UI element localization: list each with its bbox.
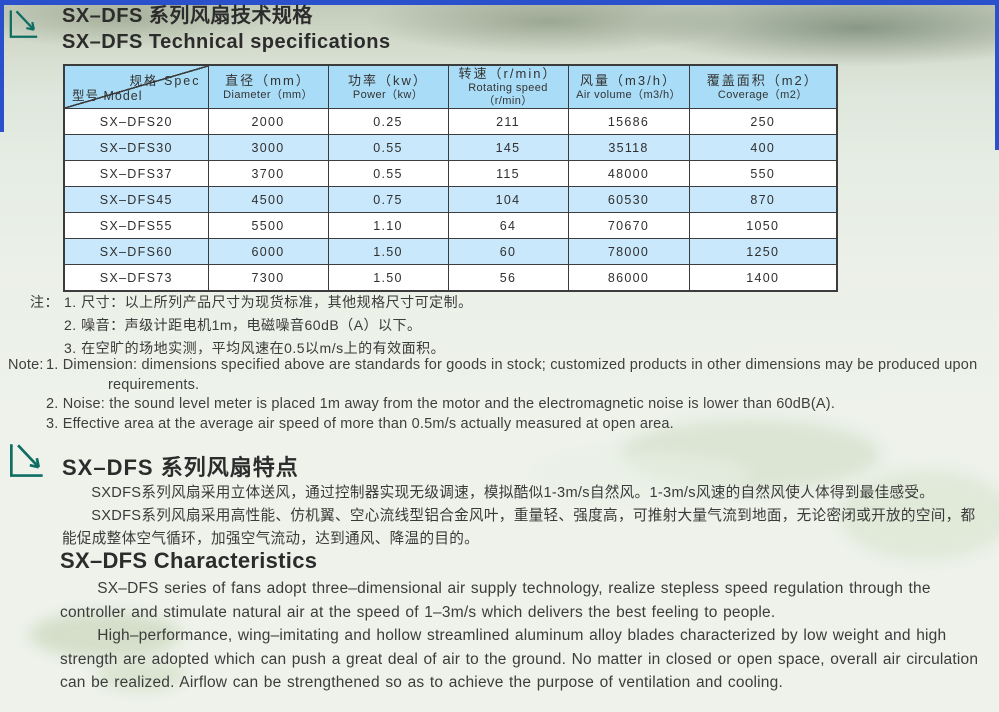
page-title: SX–DFS 系列风扇技术规格 SX–DFS Technical specifi… — [62, 3, 391, 55]
note-line: Note: 1. Dimension: dimensions specified… — [8, 356, 988, 395]
table-corner-cell: 规格 Spec 型号 Model — [63, 64, 209, 109]
table-row: SX–DFS45 4500 0.75 104 60530 870 — [63, 186, 838, 213]
cell-power: 0.55 — [327, 134, 449, 161]
cell-coverage: 1400 — [688, 264, 838, 292]
cell-model: SX–DFS30 — [63, 134, 209, 161]
spec-table: 规格 Spec 型号 Model 直径（mm） Diameter（mm） 功率（… — [63, 64, 838, 292]
cell-power: 0.25 — [327, 108, 449, 135]
cell-model: SX–DFS73 — [63, 264, 209, 292]
cell-air-volume: 78000 — [567, 238, 690, 265]
cell-diameter: 5500 — [207, 212, 329, 239]
cell-diameter: 3000 — [207, 134, 329, 161]
page-title-en: SX–DFS Technical specifications — [62, 31, 391, 53]
table-row: SX–DFS20 2000 0.25 211 15686 250 — [63, 108, 838, 135]
cell-diameter: 7300 — [207, 264, 329, 292]
corner-arrow-icon — [9, 10, 38, 38]
features-body-en: SX–DFS series of fans adopt three–dimens… — [60, 577, 988, 695]
features-body-zh: SXDFS系列风扇采用立体送风，通过控制器实现无级调速，模拟酷似1-3m/s自然… — [62, 482, 988, 551]
note-line: 2. Noise: the sound level meter is place… — [46, 395, 988, 415]
note-text: 1. 尺寸：以上所列产品尺寸为现货标准，其他规格尺寸可定制。 — [64, 294, 473, 310]
cell-air-volume: 70670 — [567, 212, 690, 239]
table-row: SX–DFS30 3000 0.55 145 35118 400 — [63, 134, 838, 161]
cell-model: SX–DFS20 — [63, 108, 209, 135]
corner-spec-label: 规格 Spec — [129, 74, 201, 88]
note-text: 2. 噪音：声级计距电机1m，电磁噪音60dB（A）以下。 — [64, 317, 422, 333]
cell-diameter: 2000 — [207, 108, 329, 135]
cell-coverage: 870 — [688, 186, 838, 213]
table-row: SX–DFS60 6000 1.50 60 78000 1250 — [63, 238, 838, 265]
features-paragraph: SXDFS系列风扇采用高性能、仿机翼、空心流线型铝合金风叶，重量轻、强度高，可推… — [62, 508, 976, 547]
cell-speed: 211 — [447, 108, 569, 135]
features-paragraph: SX–DFS series of fans adopt three–dimens… — [60, 580, 931, 621]
cell-speed: 145 — [447, 134, 569, 161]
note-line: 3. 在空旷的场地实测，平均风速在0.5以m/s上的有效面积。 — [64, 337, 670, 360]
cell-power: 1.50 — [327, 238, 449, 265]
cell-model: SX–DFS60 — [63, 238, 209, 265]
features-paragraph: High–performance, wing–imitating and hol… — [60, 627, 979, 691]
note-text: 3. 在空旷的场地实测，平均风速在0.5以m/s上的有效面积。 — [64, 340, 446, 356]
cell-coverage: 550 — [688, 160, 838, 187]
page-title-zh: SX–DFS 系列风扇技术规格 — [62, 5, 313, 27]
cell-power: 1.10 — [327, 212, 449, 239]
table-row: SX–DFS37 3700 0.55 115 48000 550 — [63, 160, 838, 187]
cell-speed: 115 — [447, 160, 569, 187]
cell-speed: 64 — [447, 212, 569, 239]
cell-model: SX–DFS45 — [63, 186, 209, 213]
top-blue-border — [0, 0, 999, 5]
cell-diameter: 6000 — [207, 238, 329, 265]
cell-coverage: 1050 — [688, 212, 838, 239]
cell-power: 0.75 — [327, 186, 449, 213]
cell-speed: 60 — [447, 238, 569, 265]
header-air-volume: 风量（m3/h） Air volume（m3/h） — [567, 64, 690, 109]
cell-model: SX–DFS37 — [63, 160, 209, 187]
note-line: 注： 1. 尺寸：以上所列产品尺寸为现货标准，其他规格尺寸可定制。 — [30, 291, 670, 314]
cell-diameter: 3700 — [207, 160, 329, 187]
cell-model: SX–DFS55 — [63, 212, 209, 239]
features-heading-en: SX–DFS Characteristics — [60, 548, 318, 573]
header-coverage: 覆盖面积（m2） Coverage（m2） — [688, 64, 838, 109]
corner-model-label: 型号 Model — [72, 89, 143, 103]
note-text: 1. Dimension: dimensions specified above… — [46, 357, 978, 393]
header-power: 功率（kw） Power（kw） — [327, 64, 449, 109]
notes-en: Note: 1. Dimension: dimensions specified… — [8, 356, 988, 434]
note-text: 3. Effective area at the average air spe… — [46, 415, 674, 432]
cell-power: 0.55 — [327, 160, 449, 187]
table-row: SX–DFS73 7300 1.50 56 86000 1400 — [63, 264, 838, 292]
note-label-zh: 注： — [30, 294, 59, 310]
diagonal-divider — [65, 66, 208, 108]
cell-speed: 104 — [447, 186, 569, 213]
table-header-row: 规格 Spec 型号 Model 直径（mm） Diameter（mm） 功率（… — [63, 64, 838, 109]
note-label-en: Note: — [8, 357, 44, 373]
table-row: SX–DFS55 5500 1.10 64 70670 1050 — [63, 212, 838, 239]
note-line: 3. Effective area at the average air spe… — [46, 415, 988, 435]
features-heading-zh: SX–DFS 系列风扇特点 — [62, 455, 299, 480]
cell-air-volume: 60530 — [567, 186, 690, 213]
right-blue-border — [995, 0, 999, 150]
cell-speed: 56 — [447, 264, 569, 292]
cell-air-volume: 15686 — [567, 108, 690, 135]
note-line: 2. 噪音：声级计距电机1m，电磁噪音60dB（A）以下。 — [64, 314, 670, 337]
cell-coverage: 400 — [688, 134, 838, 161]
cell-air-volume: 86000 — [567, 264, 690, 292]
left-blue-border — [0, 0, 4, 132]
features-paragraph: SXDFS系列风扇采用立体送风，通过控制器实现无级调速，模拟酷似1-3m/s自然… — [91, 485, 935, 501]
header-diameter: 直径（mm） Diameter（mm） — [207, 64, 329, 109]
cell-coverage: 250 — [688, 108, 838, 135]
header-rotating-speed: 转速（r/min） Rotating speed（r/min） — [447, 64, 569, 109]
cell-air-volume: 35118 — [567, 134, 690, 161]
cell-power: 1.50 — [327, 264, 449, 292]
cell-diameter: 4500 — [207, 186, 329, 213]
note-text: 2. Noise: the sound level meter is place… — [46, 396, 836, 412]
corner-arrow-icon — [10, 444, 43, 477]
notes-zh: 注： 1. 尺寸：以上所列产品尺寸为现货标准，其他规格尺寸可定制。 2. 噪音：… — [30, 291, 670, 360]
cell-air-volume: 48000 — [567, 160, 690, 187]
cell-coverage: 1250 — [688, 238, 838, 265]
